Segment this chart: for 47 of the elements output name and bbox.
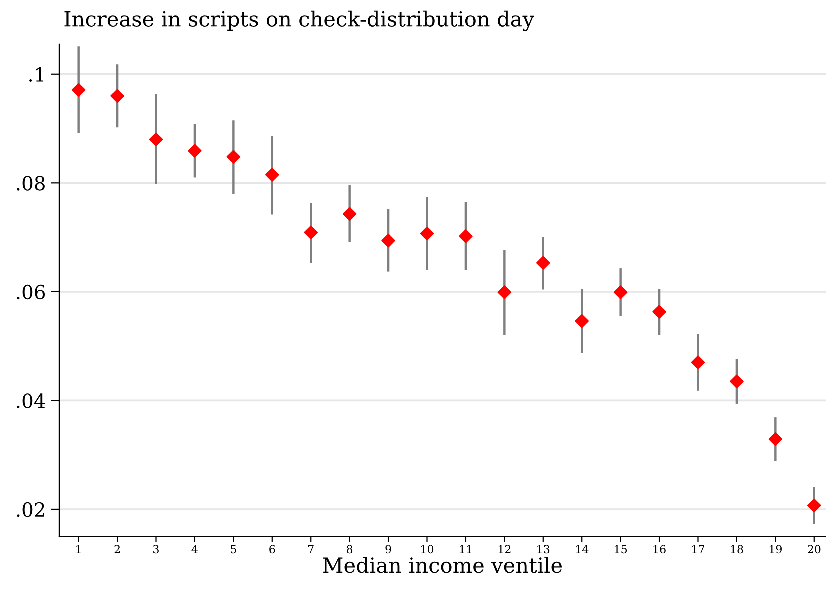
point — [807, 498, 822, 513]
x-tick-label: 4 — [192, 545, 198, 554]
point — [730, 374, 744, 389]
x-tick-label: 15 — [615, 545, 628, 554]
point — [382, 234, 396, 248]
x-tick-label: 16 — [654, 545, 666, 554]
x-tick-label: 10 — [422, 545, 434, 554]
x-tick-label: 12 — [498, 545, 511, 554]
point — [768, 432, 783, 446]
point — [420, 226, 434, 241]
x-tick-label: 3 — [154, 545, 159, 554]
x-tick-label: 11 — [460, 545, 472, 554]
point — [459, 230, 473, 244]
x-tick-label: 18 — [731, 545, 744, 554]
y-tick-label: .04 — [17, 394, 46, 408]
y-tick-label: .06 — [17, 284, 46, 300]
x-tick-label: 8 — [347, 545, 353, 554]
x-tick-label: 6 — [270, 545, 276, 554]
point — [226, 150, 241, 164]
x-tick-label: 13 — [538, 545, 550, 554]
x-tick-label: 1 — [76, 545, 81, 554]
y-tick-label: .02 — [17, 502, 44, 518]
point — [575, 314, 590, 328]
x-tick-label: 20 — [808, 545, 821, 554]
x-tick-label: 9 — [386, 545, 392, 554]
point — [614, 286, 628, 300]
point — [342, 207, 357, 222]
point — [110, 89, 124, 104]
point — [652, 305, 666, 319]
x-tick-label: 2 — [114, 545, 120, 554]
point — [691, 356, 706, 370]
chart-title: Increase in scripts on check-distribution day — [64, 10, 534, 32]
y-tick-label: .08 — [17, 176, 45, 191]
point — [304, 226, 318, 240]
point — [265, 168, 280, 182]
x-tick-label: 7 — [308, 545, 314, 554]
point — [72, 83, 86, 98]
point — [149, 132, 164, 147]
x-tick-label: 17 — [692, 545, 705, 554]
y-tick-label: .1 — [30, 67, 44, 82]
x-axis-title: Median income ventile — [323, 557, 562, 574]
point — [188, 144, 202, 158]
point — [498, 286, 512, 300]
x-tick-label: 14 — [576, 545, 589, 554]
x-tick-label: 5 — [231, 545, 236, 554]
point — [536, 256, 550, 270]
x-tick-label: 19 — [770, 545, 782, 554]
